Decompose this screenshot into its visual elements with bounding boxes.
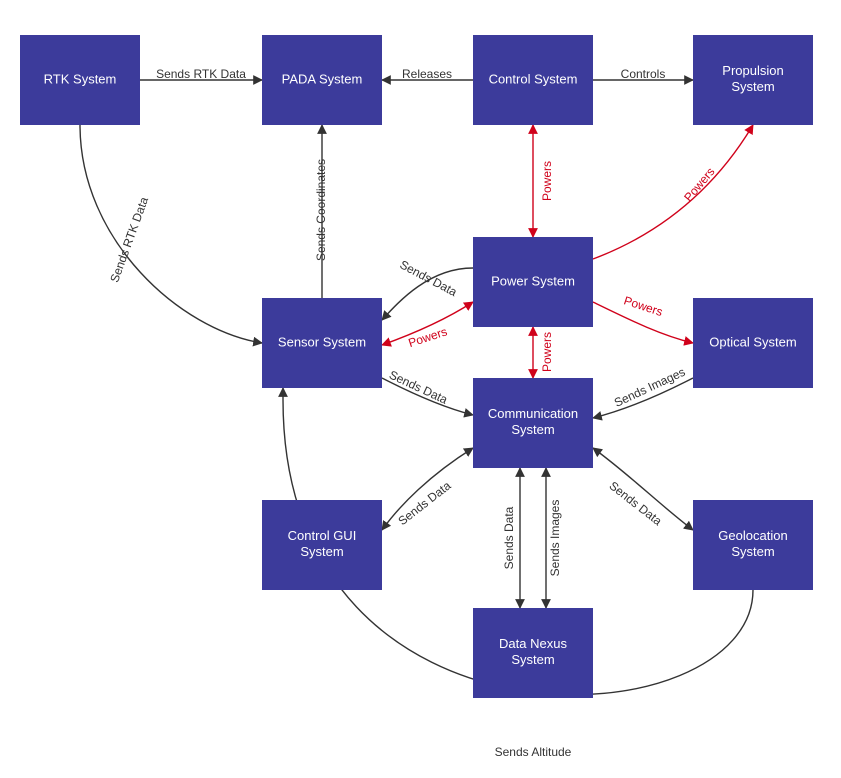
node-rtk: RTK System	[20, 35, 140, 125]
node-label: Optical System	[709, 334, 796, 349]
edge-label: Powers	[622, 293, 664, 319]
edge-label: Powers	[681, 165, 717, 205]
node-power: Power System	[473, 237, 593, 327]
node-nexus: Data NexusSystem	[473, 608, 593, 698]
node-label: Control System	[489, 71, 578, 86]
node-sensor: Sensor System	[262, 298, 382, 388]
edge-label: Sends Altitude	[495, 745, 572, 759]
node-label: PropulsionSystem	[722, 63, 783, 94]
edge-label: Sends Data	[502, 506, 516, 569]
node-label: PADA System	[282, 71, 363, 86]
edge-label: Sends Data	[387, 368, 450, 407]
edge-label: Sends RTK Data	[107, 195, 151, 285]
system-diagram: Sends RTK Data Releases Controls Sends R…	[0, 0, 841, 778]
edge-label: Powers	[407, 324, 449, 350]
edge-label: Releases	[402, 67, 452, 81]
edge-label: Powers	[540, 332, 554, 372]
node-optical: Optical System	[693, 298, 813, 388]
edge-label: Sends Coordinates	[314, 159, 328, 261]
node-controlgui: Control GUISystem	[262, 500, 382, 590]
edge-label: Powers	[540, 161, 554, 201]
edge-label: Sends RTK Data	[156, 67, 246, 81]
edge-label: Controls	[621, 67, 666, 81]
node-label: Power System	[491, 273, 575, 288]
node-pada: PADA System	[262, 35, 382, 125]
node-control: Control System	[473, 35, 593, 125]
edge-labels: Sends RTK Data Releases Controls Sends R…	[107, 67, 717, 759]
edge-label: Sends Data	[397, 257, 459, 299]
nodes: RTK System PADA System Control System Propu…	[20, 35, 813, 698]
edge-label: Sends Data	[606, 479, 664, 529]
node-label: Sensor System	[278, 334, 366, 349]
edge-label: Sends Images	[548, 500, 562, 577]
node-label: RTK System	[44, 71, 117, 86]
edge-label: Sends Images	[612, 365, 687, 410]
node-comm: CommunicationSystem	[473, 378, 593, 468]
node-propulsion: PropulsionSystem	[693, 35, 813, 125]
node-geo: GeolocationSystem	[693, 500, 813, 590]
